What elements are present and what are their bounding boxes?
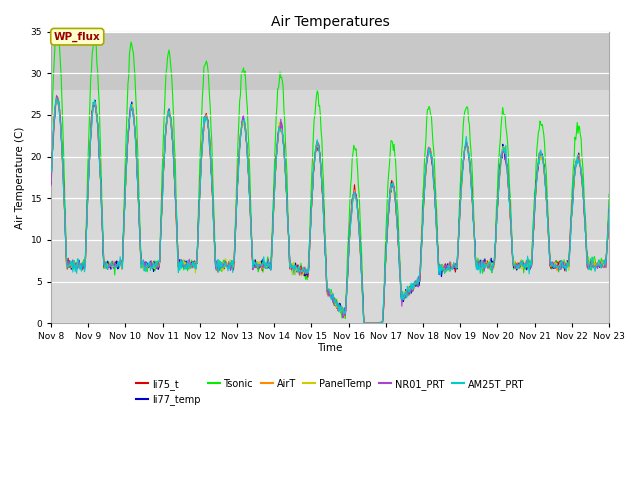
Y-axis label: Air Temperature (C): Air Temperature (C) — [15, 126, 25, 228]
X-axis label: Time: Time — [317, 343, 343, 353]
Text: WP_flux: WP_flux — [54, 32, 100, 42]
Legend: li75_t, li77_temp, Tsonic, AirT, PanelTemp, NR01_PRT, AM25T_PRT: li75_t, li77_temp, Tsonic, AirT, PanelTe… — [132, 375, 528, 409]
Bar — [51, 32, 609, 90]
Title: Air Temperatures: Air Temperatures — [271, 15, 390, 29]
